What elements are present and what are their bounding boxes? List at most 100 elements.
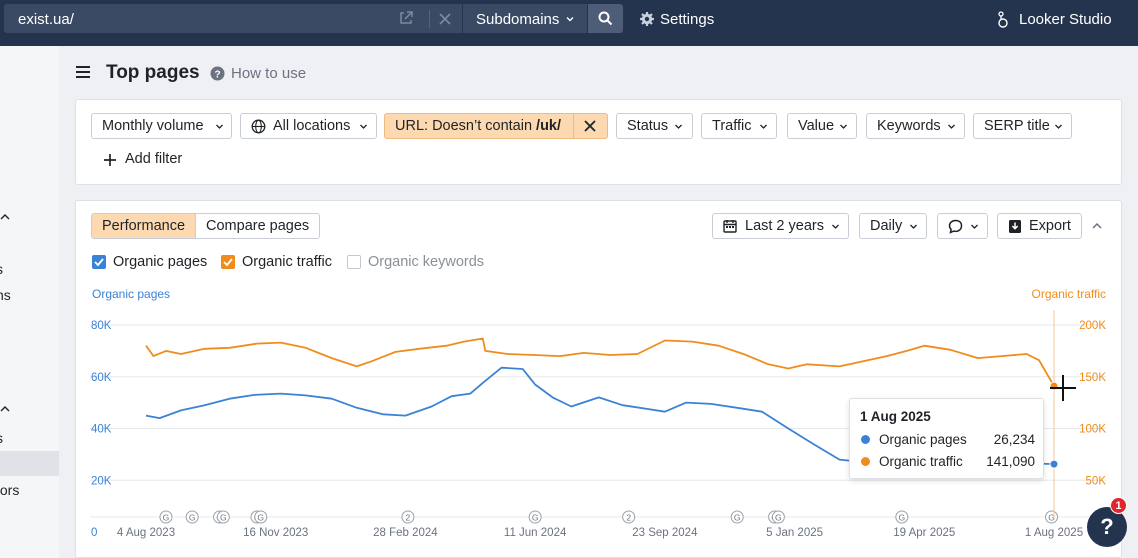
value-dropdown[interactable]: Value xyxy=(787,113,857,139)
y-left-tick-label: 0 xyxy=(91,527,97,539)
tab-compare-pages[interactable]: Compare pages xyxy=(195,214,320,238)
event-marker-circle xyxy=(1045,510,1059,524)
close-icon[interactable] xyxy=(436,10,454,28)
search-button[interactable] xyxy=(588,4,623,33)
filter-label: Keywords xyxy=(877,118,941,134)
event-marker-circle xyxy=(401,510,415,524)
x-tick-label: 4 Aug 2023 xyxy=(117,527,175,539)
url-input[interactable]: exist.ua/ xyxy=(4,4,462,33)
chevron-down-icon xyxy=(566,17,574,22)
chevron-up-icon[interactable] xyxy=(0,212,10,222)
chevron-up-icon[interactable] xyxy=(1091,220,1103,232)
filters-panel: Monthly volume All locations URL: Doesn’… xyxy=(75,99,1122,185)
event-marker: G xyxy=(216,510,230,524)
legend-dot xyxy=(861,435,870,444)
event-marker-label: G xyxy=(532,513,539,523)
top-bar: exist.ua/ Subdomains Settings xyxy=(0,0,1138,46)
event-marker-circle xyxy=(771,510,785,524)
export-label: Export xyxy=(1029,218,1071,234)
x-tick-label: 19 Apr 2025 xyxy=(893,527,955,539)
help-circle-icon[interactable]: ? xyxy=(210,66,225,81)
close-icon[interactable] xyxy=(583,119,597,133)
tooltip-series-name: Organic pages xyxy=(879,432,967,447)
globe-icon xyxy=(251,119,266,134)
sidebar-item-3[interactable]: s xyxy=(0,430,3,446)
event-marker: 2 xyxy=(622,510,636,524)
traffic-dropdown[interactable]: Traffic xyxy=(701,113,777,139)
event-marker: G xyxy=(771,510,785,524)
url-filter-chip[interactable]: URL: Doesn’t contain /uk/ xyxy=(384,113,608,139)
sidebar-item-1[interactable]: s xyxy=(0,261,3,277)
annotations-dropdown[interactable] xyxy=(937,213,988,239)
filter-label: Traffic xyxy=(712,118,752,134)
chevron-down-icon xyxy=(216,124,223,129)
event-marker-circle xyxy=(185,510,199,524)
event-marker-label: G xyxy=(775,513,782,523)
gear-icon xyxy=(640,12,654,26)
notification-badge: 1 xyxy=(1110,497,1127,514)
subdomains-label: Subdomains xyxy=(476,11,560,28)
organic-keywords-label: Organic keywords xyxy=(368,254,485,270)
external-link-icon[interactable] xyxy=(398,10,414,26)
event-marker: G xyxy=(185,510,199,524)
tab-performance[interactable]: Performance xyxy=(92,214,196,238)
menu-icon[interactable] xyxy=(75,65,91,79)
event-marker-circle xyxy=(254,510,268,524)
event-marker-circle xyxy=(159,510,173,524)
checkbox-checked-icon xyxy=(92,255,106,269)
keywords-dropdown[interactable]: Keywords xyxy=(866,113,965,139)
chevron-up-icon[interactable] xyxy=(0,404,10,414)
y-left-tick-label: 60K xyxy=(91,372,112,384)
left-axis-title: Organic pages xyxy=(92,287,171,301)
event-marker-circle xyxy=(622,510,636,524)
filter-label: Value xyxy=(798,118,835,134)
page-title: Top pages xyxy=(106,62,200,83)
sidebar-item-2[interactable]: ns xyxy=(0,287,11,303)
filter-value: /uk/ xyxy=(536,118,562,134)
y-left-tick-label: 40K xyxy=(91,424,112,436)
tooltip-series-value: 26,234 xyxy=(993,432,1035,447)
chevron-down-icon xyxy=(360,124,367,129)
settings-label: Settings xyxy=(660,11,715,28)
sidebar-item-active[interactable] xyxy=(0,451,59,476)
export-button[interactable]: Export xyxy=(997,213,1082,239)
event-marker-label: G xyxy=(163,513,170,523)
chevron-down-icon xyxy=(948,124,955,129)
sidebar-item-4[interactable]: tors xyxy=(0,482,20,498)
monthly-volume-dropdown[interactable]: Monthly volume xyxy=(91,113,232,139)
serp-title-dropdown[interactable]: SERP title xyxy=(973,113,1072,139)
y-left-tick-label: 80K xyxy=(91,320,112,332)
how-to-use-link[interactable]: How to use xyxy=(231,65,307,82)
event-marker: G xyxy=(528,510,542,524)
status-dropdown[interactable]: Status xyxy=(616,113,693,139)
hover-point xyxy=(1049,459,1059,469)
left-sidebar: s ns s tors xyxy=(0,46,59,558)
view-tabs: Performance Compare pages xyxy=(91,213,321,239)
tooltip-series-name: Organic traffic xyxy=(879,454,963,469)
date-range-label: Last 2 years xyxy=(745,218,824,234)
event-marker-label: 2 xyxy=(406,513,411,523)
crosshair-cursor-icon xyxy=(1050,375,1076,401)
granularity-label: Daily xyxy=(870,218,903,234)
svg-text:?: ? xyxy=(214,70,220,81)
chevron-down-icon xyxy=(1055,124,1062,129)
right-axis-title: Organic traffic xyxy=(1031,287,1106,301)
subdomains-dropdown[interactable]: Subdomains xyxy=(463,4,587,33)
date-range-dropdown[interactable]: Last 2 years xyxy=(712,213,849,239)
x-tick-label: 16 Nov 2023 xyxy=(243,527,308,539)
filter-label: All locations xyxy=(273,118,351,134)
event-marker-circle xyxy=(895,510,909,524)
filter-label: URL: Doesn’t contain /uk/ xyxy=(395,118,561,134)
chevron-down-icon xyxy=(760,124,767,129)
chip-separator xyxy=(573,114,574,138)
granularity-dropdown[interactable]: Daily xyxy=(859,213,927,239)
event-marker-circle xyxy=(528,510,542,524)
add-filter-label: Add filter xyxy=(125,151,183,167)
locations-dropdown[interactable]: All locations xyxy=(240,113,377,139)
download-icon xyxy=(1009,220,1021,233)
y-right-tick-label: 150K xyxy=(1079,372,1106,384)
x-tick-label: 23 Sep 2024 xyxy=(632,527,698,539)
organic-traffic-label: Organic traffic xyxy=(242,254,332,270)
comment-icon xyxy=(948,219,963,234)
y-right-tick-label: 50K xyxy=(1086,475,1107,487)
